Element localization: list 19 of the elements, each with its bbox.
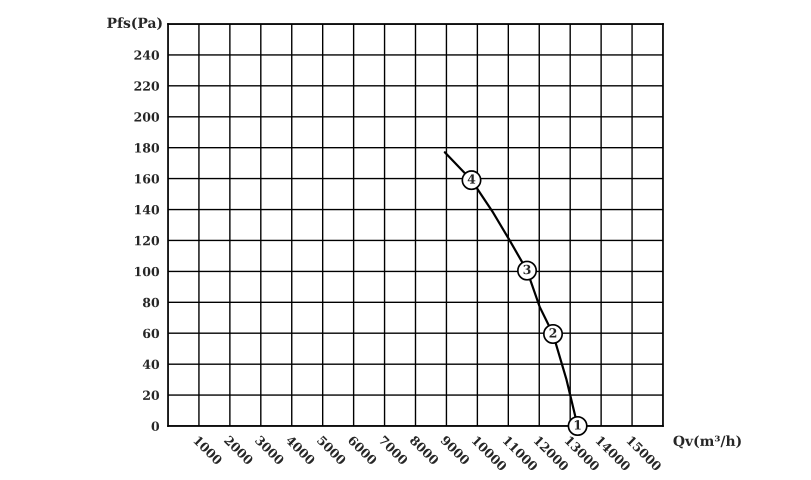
y-tick-label: 80	[142, 298, 160, 308]
y-tick-label: 20	[143, 390, 160, 400]
annotation: 2	[550, 328, 556, 338]
y-tick-label: 140	[135, 205, 160, 214]
y-tick-label: 40	[142, 360, 160, 370]
y-tick-label: 240	[134, 50, 160, 60]
y-tick-label: 160	[135, 174, 160, 184]
y-tick-label: 200	[134, 112, 160, 122]
y-tick-label: 220	[134, 81, 160, 91]
annotation: 3	[524, 264, 531, 274]
y-tick-label: 60	[143, 328, 160, 338]
y-tick-label: 100	[135, 266, 160, 276]
y-tick-label: 120	[135, 236, 160, 246]
y-tick-label: 0	[152, 421, 160, 431]
x-axis-title: Qv(m³/h)	[673, 435, 741, 448]
y-axis-title: Pfs(Pa)	[107, 17, 162, 30]
y-tick-label: 180	[135, 143, 160, 153]
annotation: 1	[574, 420, 581, 430]
annotation: 4	[468, 174, 476, 184]
